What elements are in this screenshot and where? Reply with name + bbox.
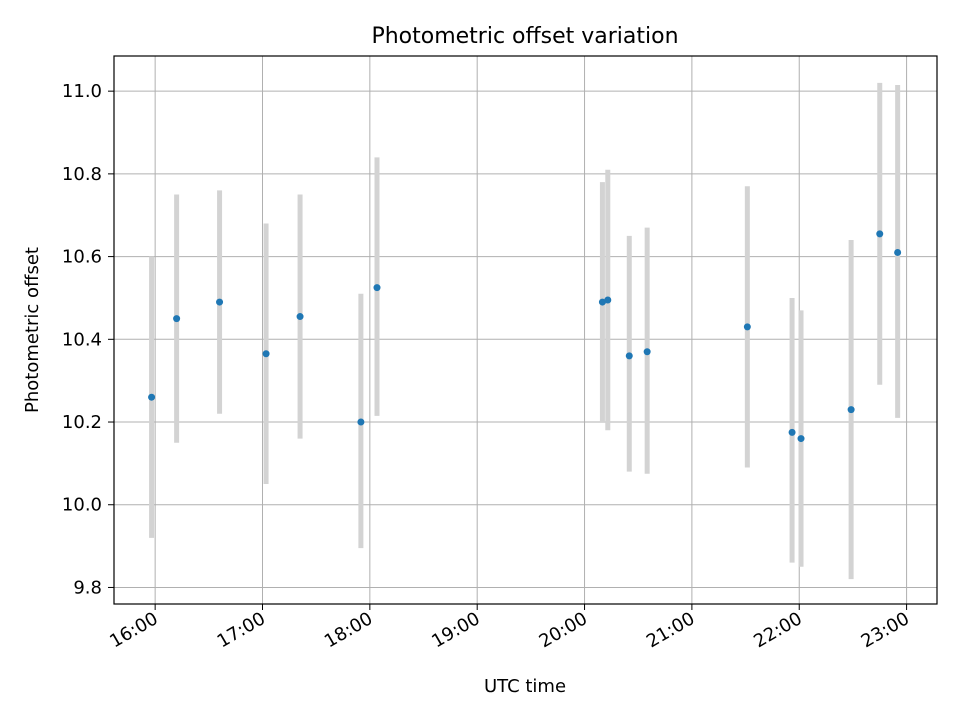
x-tick-label: 23:00 — [858, 608, 913, 652]
y-tick-label: 10.4 — [62, 329, 102, 350]
data-point — [604, 296, 612, 304]
x-tick-label: 20:00 — [536, 608, 591, 652]
plot-frame — [113, 55, 938, 605]
data-point — [262, 350, 270, 358]
y-tick-label: 9.8 — [73, 577, 102, 598]
data-point — [847, 406, 855, 414]
x-tick-label: 16:00 — [106, 608, 161, 652]
x-tick-label: 21:00 — [643, 608, 698, 652]
data-point — [598, 298, 606, 306]
grid-lines — [114, 56, 937, 604]
y-tick-label: 11.0 — [62, 81, 102, 102]
y-tick-label: 10.2 — [62, 412, 102, 433]
data-point — [643, 348, 651, 356]
data-point — [173, 315, 181, 323]
data-points — [148, 230, 902, 443]
data-point — [625, 352, 633, 360]
x-axis-label: UTC time — [484, 676, 566, 697]
data-point — [876, 230, 884, 238]
x-tick-label: 17:00 — [214, 608, 269, 652]
y-axis-label: Photometric offset — [22, 247, 43, 413]
y-axis-ticks: 9.8 10.0 10.2 10.4 10.6 10.8 11.0 — [62, 81, 114, 598]
data-point — [357, 418, 365, 426]
y-tick-label: 10.8 — [62, 164, 102, 185]
x-tick-label: 18:00 — [321, 608, 376, 652]
x-tick-label: 19:00 — [428, 608, 483, 652]
y-tick-label: 10.0 — [62, 495, 102, 516]
data-point — [373, 284, 381, 292]
data-point — [148, 393, 156, 401]
y-tick-label: 10.6 — [62, 247, 102, 268]
data-point — [216, 298, 224, 306]
x-tick-label: 22:00 — [750, 608, 805, 652]
data-point — [797, 435, 805, 443]
x-axis-ticks: 16:00 17:00 18:00 19:00 20:00 21:00 22:00 23:00 — [106, 604, 913, 652]
data-point — [743, 323, 751, 331]
data-point — [296, 313, 304, 321]
data-point — [788, 428, 796, 436]
data-point — [894, 248, 902, 256]
chart-title: Photometric offset variation — [371, 24, 678, 49]
